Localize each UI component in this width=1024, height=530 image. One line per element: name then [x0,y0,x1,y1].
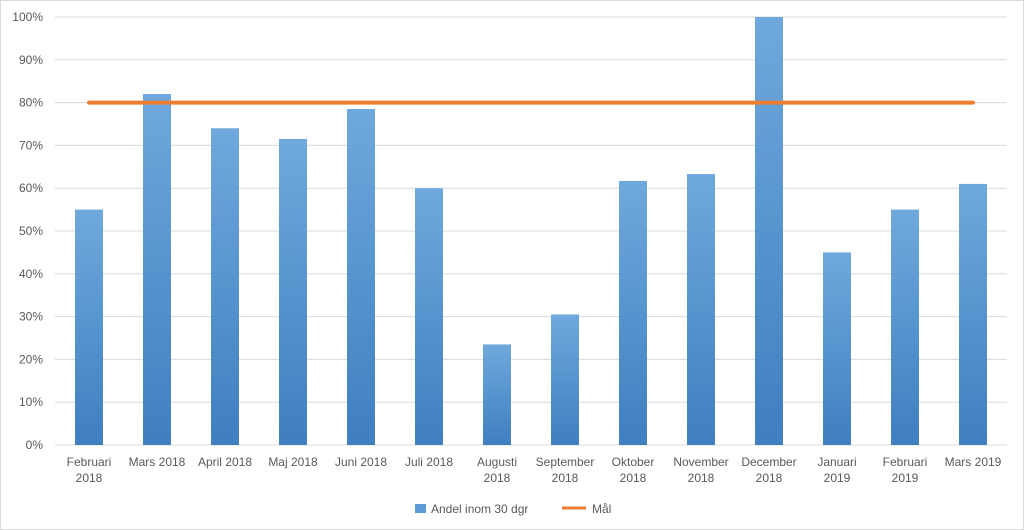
x-tick-label: Mars 2018 [129,455,186,469]
y-tick-label: 10% [19,395,43,409]
x-tick-label: April 2018 [198,455,252,469]
x-tick-label: Januari 2019 [817,455,856,485]
x-tick-label: December 2018 [741,455,796,485]
y-tick-label: 60% [19,181,43,195]
legend: Andel inom 30 dgr Mål [415,502,611,516]
legend-label-line: Mål [592,502,611,516]
x-axis-ticks: Februari 2018 Mars 2018 April 2018 Maj 2018 J… [67,455,1002,485]
y-tick-label: 80% [19,96,43,110]
bar [755,17,783,445]
y-tick-label: 90% [19,53,43,67]
bar [619,180,647,445]
legend-swatch-bar [415,504,426,513]
y-tick-label: 50% [19,224,43,238]
x-tick-label: Juni 2018 [335,455,387,469]
x-tick-label: Mars 2019 [945,455,1002,469]
bar [823,252,851,445]
legend-label-bar: Andel inom 30 dgr [431,502,528,516]
bar [143,94,171,445]
bar [279,138,307,446]
bar [347,109,375,446]
x-tick-label: Maj 2018 [268,455,318,469]
x-tick-label: Juli 2018 [405,455,453,469]
bar [75,209,103,445]
y-tick-label: 20% [19,352,43,366]
bar [551,314,579,445]
y-axis-ticks: 0% 10% 20% 30% 40% 50% 60% 70% 80% 90% 100% [12,10,43,452]
bar [959,183,987,446]
bar [483,344,511,445]
x-tick-label: Oktober 2018 [612,455,655,485]
gridlines [55,16,1007,446]
y-tick-label: 0% [26,438,44,452]
x-tick-label: Februari 2019 [883,455,928,485]
x-tick-label: Februari 2018 [67,455,112,485]
y-tick-label: 100% [12,10,43,24]
bar [415,188,443,445]
x-tick-label: November 2018 [673,455,728,485]
bar [891,209,919,445]
bar [687,174,715,446]
x-tick-label: Augusti 2018 [477,455,517,485]
bar-series [75,17,987,446]
y-tick-label: 40% [19,267,43,281]
bar [211,128,239,445]
y-tick-label: 30% [19,310,43,324]
x-tick-label: September 2018 [536,455,595,485]
y-tick-label: 70% [19,138,43,152]
